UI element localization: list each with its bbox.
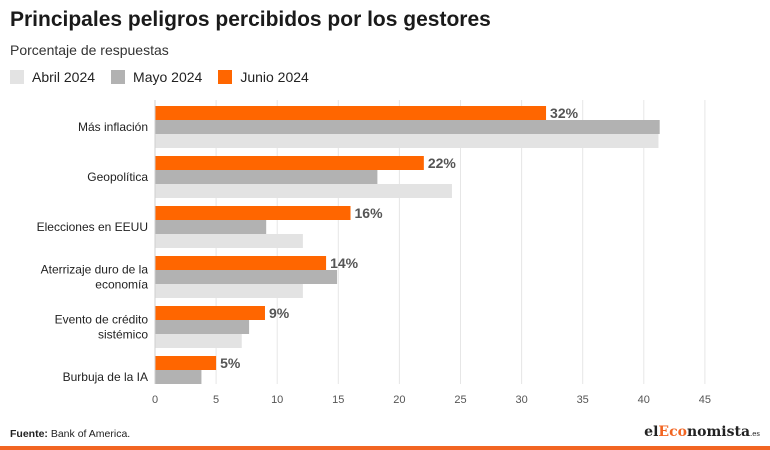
data-label: 32% [550, 105, 579, 121]
x-tick-label: 15 [332, 394, 344, 406]
x-tick-label: 30 [515, 394, 527, 406]
category-label: Aterrizaje duro de la [41, 263, 149, 277]
logo-text-tld: .es [750, 430, 760, 438]
bar [155, 256, 327, 270]
chart-legend: Abril 2024 Mayo 2024 Junio 2024 [10, 68, 325, 86]
bar [155, 234, 303, 248]
bar [155, 334, 242, 348]
bar [155, 206, 351, 220]
x-tick-label: 20 [393, 394, 405, 406]
category-label: Evento de crédito [55, 313, 149, 327]
x-tick-label: 40 [638, 394, 650, 406]
logo-text-right: nomista [686, 424, 751, 440]
bar [155, 306, 265, 320]
legend-item-abril: Abril 2024 [10, 69, 95, 85]
data-label: 5% [220, 355, 241, 371]
category-label: Burbuja de la IA [63, 370, 148, 384]
category-label: Más inflación [78, 120, 148, 134]
logo-text-mid: Eco [658, 424, 687, 440]
data-label: 14% [330, 255, 359, 271]
bar [155, 220, 267, 234]
bar [155, 156, 424, 170]
legend-label-junio: Junio 2024 [240, 69, 309, 85]
category-label: sistémico [98, 328, 148, 342]
legend-label-abril: Abril 2024 [32, 69, 96, 85]
bar [155, 170, 378, 184]
bar [155, 106, 547, 120]
data-label: 16% [355, 205, 384, 221]
bar [155, 134, 659, 148]
logo-text-left: el [644, 424, 659, 440]
legend-item-junio: Junio 2024 [218, 69, 309, 85]
x-tick-label: 45 [699, 394, 711, 406]
source-note: Fuente: Bank of America. [10, 428, 130, 440]
category-label: Geopolítica [87, 170, 148, 184]
source-text: Bank of America. [47, 428, 131, 440]
bar [155, 270, 338, 284]
bottom-accent-bar [0, 446, 770, 450]
x-tick-label: 0 [152, 394, 158, 406]
data-label: 22% [428, 155, 457, 171]
x-tick-label: 10 [271, 394, 283, 406]
legend-swatch-mayo [111, 70, 126, 84]
source-label: Fuente: [10, 428, 48, 440]
legend-swatch-abril [10, 70, 24, 84]
category-label: economía [95, 278, 148, 292]
x-tick-label: 35 [577, 394, 589, 406]
bar [155, 356, 217, 370]
legend-item-mayo: Mayo 2024 [111, 69, 202, 85]
data-label: 9% [269, 305, 290, 321]
bar [155, 284, 303, 298]
category-label: Elecciones en EEUU [37, 220, 148, 234]
eleconomista-logo: elEconomista.es [644, 424, 760, 440]
bar [155, 320, 250, 334]
x-tick-label: 5 [213, 394, 219, 406]
bar [155, 184, 452, 198]
bar [155, 370, 202, 384]
bar [155, 120, 660, 134]
x-tick-label: 25 [454, 394, 466, 406]
chart-title: Principales peligros percibidos por los … [10, 8, 491, 31]
chart-subtitle: Porcentaje de respuestas [10, 42, 169, 58]
bar-chart: 0 5 10 15 20 25 30 35 40 45 32% Más inflación 22% Geo… [37, 100, 711, 406]
legend-swatch-junio [218, 70, 233, 84]
legend-label-mayo: Mayo 2024 [133, 69, 203, 85]
